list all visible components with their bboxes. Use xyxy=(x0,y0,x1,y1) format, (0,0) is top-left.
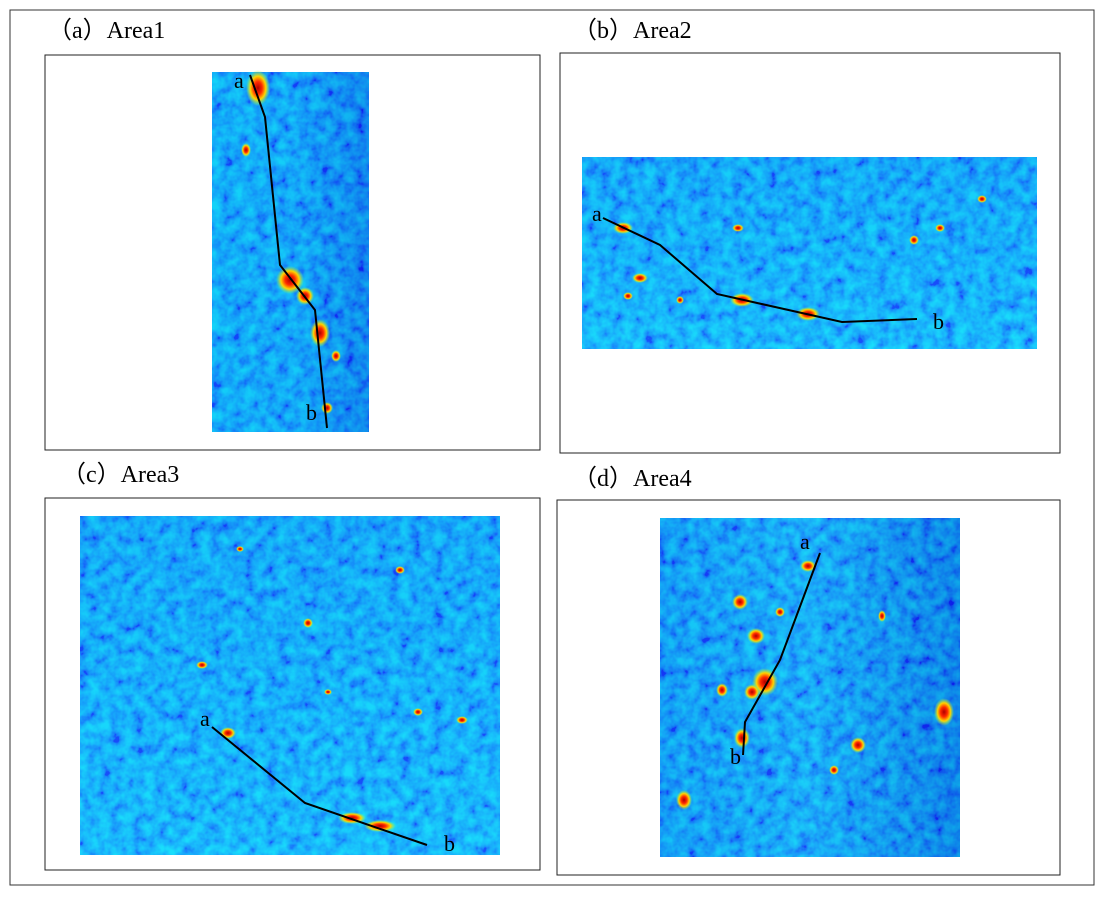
hot-spot xyxy=(800,560,816,572)
hot-spot xyxy=(909,235,919,245)
hot-spot xyxy=(241,143,251,157)
start-label: a xyxy=(234,68,244,93)
hot-spot xyxy=(324,689,332,695)
hot-spot xyxy=(623,292,633,300)
profile-line xyxy=(249,74,328,429)
hot-spot xyxy=(395,566,405,574)
panel-title: （d）Area4 xyxy=(573,466,692,492)
hot-spot xyxy=(934,698,954,726)
hot-spot xyxy=(850,737,866,753)
panel-title: （a）Area1 xyxy=(48,18,165,44)
end-label: b xyxy=(730,744,741,769)
heatmap-texture xyxy=(80,516,500,855)
profile-line xyxy=(742,552,821,756)
hot-spot xyxy=(716,683,728,697)
panel-frame xyxy=(44,54,541,451)
hot-spot xyxy=(321,402,333,414)
start-label: a xyxy=(592,201,602,226)
panel-frame xyxy=(44,497,541,871)
hot-spot xyxy=(732,224,744,232)
hot-spot xyxy=(413,708,423,716)
hot-spot xyxy=(734,728,750,748)
hot-spot xyxy=(236,546,244,552)
hot-spot xyxy=(331,350,341,362)
end-label: b xyxy=(444,831,455,856)
hot-spot xyxy=(775,607,785,617)
hot-spot xyxy=(977,195,987,203)
hot-spot xyxy=(935,224,945,232)
panel-frame xyxy=(556,499,1061,876)
profile-line xyxy=(602,217,918,324)
hot-spot xyxy=(878,610,886,622)
end-label: b xyxy=(933,309,944,334)
panel-title: （b）Area2 xyxy=(573,18,692,44)
heatmap xyxy=(212,70,369,432)
hot-spot xyxy=(732,594,748,610)
end-label: b xyxy=(306,400,317,425)
hot-spot xyxy=(829,765,839,775)
panel-title: （c）Area3 xyxy=(62,462,179,488)
heatmap xyxy=(582,157,1037,349)
hot-spot xyxy=(747,628,765,644)
hot-spot xyxy=(676,790,692,810)
hot-spot xyxy=(364,820,396,832)
figure-border xyxy=(9,9,1095,886)
heatmap-texture xyxy=(212,72,369,432)
hot-spot xyxy=(196,661,208,669)
heatmap-texture xyxy=(660,518,960,857)
profile-line xyxy=(211,726,428,846)
hot-spot xyxy=(456,716,468,724)
hot-spot xyxy=(676,296,684,304)
panel-frame xyxy=(559,52,1061,454)
hot-spot xyxy=(744,684,760,700)
heatmap xyxy=(660,518,960,857)
hot-spot xyxy=(220,727,236,739)
start-label: a xyxy=(200,706,210,731)
hot-spot xyxy=(632,273,648,283)
heatmap xyxy=(80,516,500,855)
hot-spot xyxy=(303,618,313,628)
hot-spot xyxy=(310,319,330,347)
start-label: a xyxy=(800,529,810,554)
